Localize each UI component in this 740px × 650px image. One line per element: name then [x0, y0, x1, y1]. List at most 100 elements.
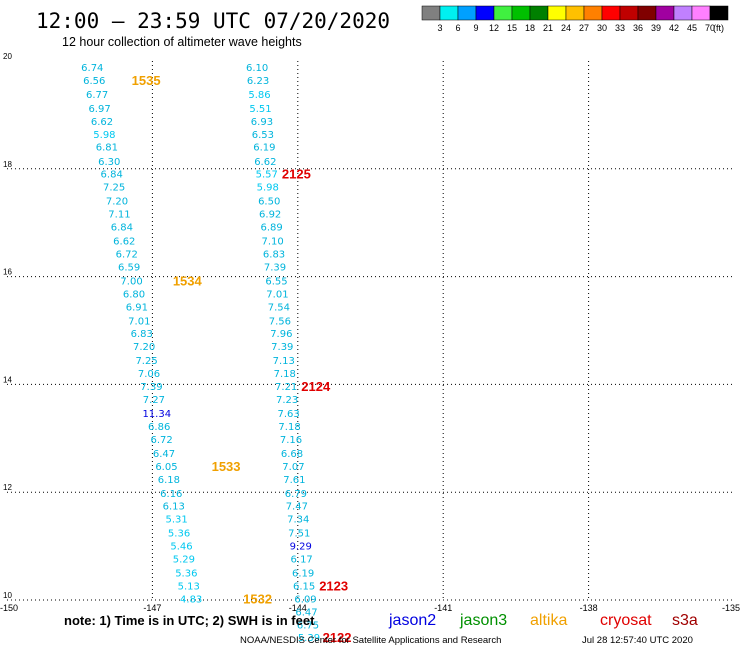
wave-height-point: 7.01: [266, 289, 288, 300]
wave-height-point: 6.92: [259, 210, 281, 221]
color-swatch: [421, 5, 441, 21]
wave-height-point: 7.34: [287, 515, 309, 526]
wave-height-point: 6.80: [123, 289, 145, 300]
wave-height-point: 6.72: [150, 435, 172, 446]
pass-time-label: 2125: [282, 167, 311, 182]
wave-height-point: 7.16: [280, 435, 302, 446]
color-scale-label: 18: [525, 23, 535, 33]
color-swatch: [439, 5, 459, 21]
color-swatch: [691, 5, 711, 21]
wave-height-point: 6.86: [148, 422, 170, 433]
pass-time-label: 2122: [323, 630, 352, 645]
wave-height-point: 7.25: [135, 356, 157, 367]
wave-height-point: 7.39: [140, 382, 162, 393]
wave-height-point: 5.29: [173, 555, 195, 566]
wave-height-point: 6.62: [254, 157, 276, 168]
satellite-legend: jason2 jason3 altika cryosat s3a: [388, 612, 698, 629]
wave-height-point: 5.86: [248, 90, 270, 101]
footer-note: note: 1) Time is in UTC; 2) SWH is in fe…: [64, 613, 315, 628]
wave-height-point: 6.62: [91, 117, 113, 128]
color-scale-label: 33: [615, 23, 625, 33]
x-tick-label: -138: [580, 603, 598, 613]
wave-height-point: 9.29: [290, 542, 312, 553]
wave-height-point: 6.47: [153, 449, 175, 460]
wave-height-point: 6.59: [118, 262, 140, 273]
wave-height-point: 7.25: [103, 183, 125, 194]
color-swatch: [565, 5, 585, 21]
pass-time-label: 1534: [173, 273, 203, 288]
color-scale-label: 21: [543, 23, 553, 33]
footer-credit: NOAA/NESDIS Center for Satellite Applica…: [240, 635, 501, 646]
wave-height-point: 6.83: [131, 329, 153, 340]
wave-height-point: 6.50: [258, 197, 280, 208]
wave-height-point: 7.54: [268, 302, 290, 313]
wave-height-point: 7.01: [128, 316, 150, 327]
wave-height-point: 6.84: [111, 223, 133, 234]
color-swatch: [637, 5, 657, 21]
wave-height-point: 7.63: [277, 409, 299, 420]
legend-item-altika: altika: [530, 612, 567, 629]
satellite-tracks: 6.74 6.56 6.77 6.97 6.62 5.98 6.81 6.30 6.84 7.25…: [81, 63, 351, 645]
wave-height-point: 7.27: [143, 395, 165, 406]
wave-height-point: 5.13: [178, 581, 200, 592]
wave-height-point: 5.51: [249, 104, 271, 115]
wave-height-point: 7.39: [264, 262, 286, 273]
color-swatch: [583, 5, 603, 21]
wave-height-point: 6.97: [88, 104, 110, 115]
wave-height-point: 6.81: [96, 143, 118, 154]
color-scale-label: 9: [473, 23, 478, 33]
color-scale-label: 24: [561, 23, 571, 33]
legend-item-jason3: jason3: [459, 612, 507, 629]
wave-height-point: 7.56: [269, 316, 291, 327]
pass-time-label: 1535: [132, 73, 161, 88]
wave-height-point: 6.56: [83, 76, 105, 87]
pass-time-label: 1533: [212, 459, 241, 474]
wave-height-point: 5.57: [256, 170, 278, 181]
footer-timestamp: Jul 28 12:57:40 UTC 2020: [582, 635, 693, 646]
legend-item-jason2: jason2: [388, 612, 436, 629]
wave-height-point: 6.15: [293, 581, 315, 592]
wave-height-point: 6.79: [285, 489, 307, 500]
wave-height-point: 6.74: [81, 63, 103, 74]
legend-item-s3a: s3a: [672, 612, 698, 629]
color-swatch: [475, 5, 495, 21]
wave-height-point: 6.16: [160, 489, 182, 500]
wave-height-point: 4.83: [180, 594, 202, 605]
y-tick-label: 16: [3, 268, 12, 277]
color-scale-label: 45: [687, 23, 697, 33]
x-tick-label: -147: [143, 603, 161, 613]
color-swatch: [511, 5, 531, 21]
color-swatch: [601, 5, 621, 21]
wave-height-point: 6.75: [297, 620, 319, 631]
wave-height-point: 6.19: [292, 569, 314, 580]
axis-tick-labels: -150 -147 -144 -141 -138 -135 10 12 14 16 18 20: [0, 52, 740, 613]
wave-height-point: 6.93: [251, 117, 273, 128]
color-swatch: [619, 5, 639, 21]
wave-height-point: 6.30: [98, 157, 120, 168]
wave-height-point: 7.47: [286, 502, 308, 513]
wave-height-point: 7.96: [270, 329, 292, 340]
pass-time-label: 2123: [319, 578, 348, 593]
wave-height-point: 6.05: [155, 462, 177, 473]
wave-height-point: 6.53: [252, 130, 274, 141]
color-scale-label: 3: [437, 23, 442, 33]
y-tick-label: 12: [3, 483, 12, 492]
wave-height-point: 6.09: [294, 594, 316, 605]
wave-height-point: 5.98: [257, 183, 279, 194]
color-swatch: [457, 5, 477, 21]
x-tick-label: -144: [289, 603, 307, 613]
wave-height-point: 6.84: [101, 170, 123, 181]
color-scale-label: 27: [579, 23, 589, 33]
pass-time-label: 2124: [301, 379, 331, 394]
color-swatch: [547, 5, 567, 21]
x-tick-label: -135: [722, 603, 740, 613]
y-tick-label: 14: [3, 375, 12, 384]
wave-height-point: 6.47: [295, 607, 317, 618]
pass-time-label: 1532: [243, 591, 272, 606]
wave-height-point: 6.62: [113, 237, 135, 248]
color-scale-label: 39: [651, 23, 661, 33]
wave-height-point: 6.89: [260, 223, 282, 234]
wave-height-point: 6.17: [291, 555, 313, 566]
wave-height-point: 5.39: [298, 633, 320, 644]
track-group: 6.10 6.23 5.86 5.51 6.93 6.53 6.19 6.62 5.57 5.98…: [246, 63, 352, 645]
